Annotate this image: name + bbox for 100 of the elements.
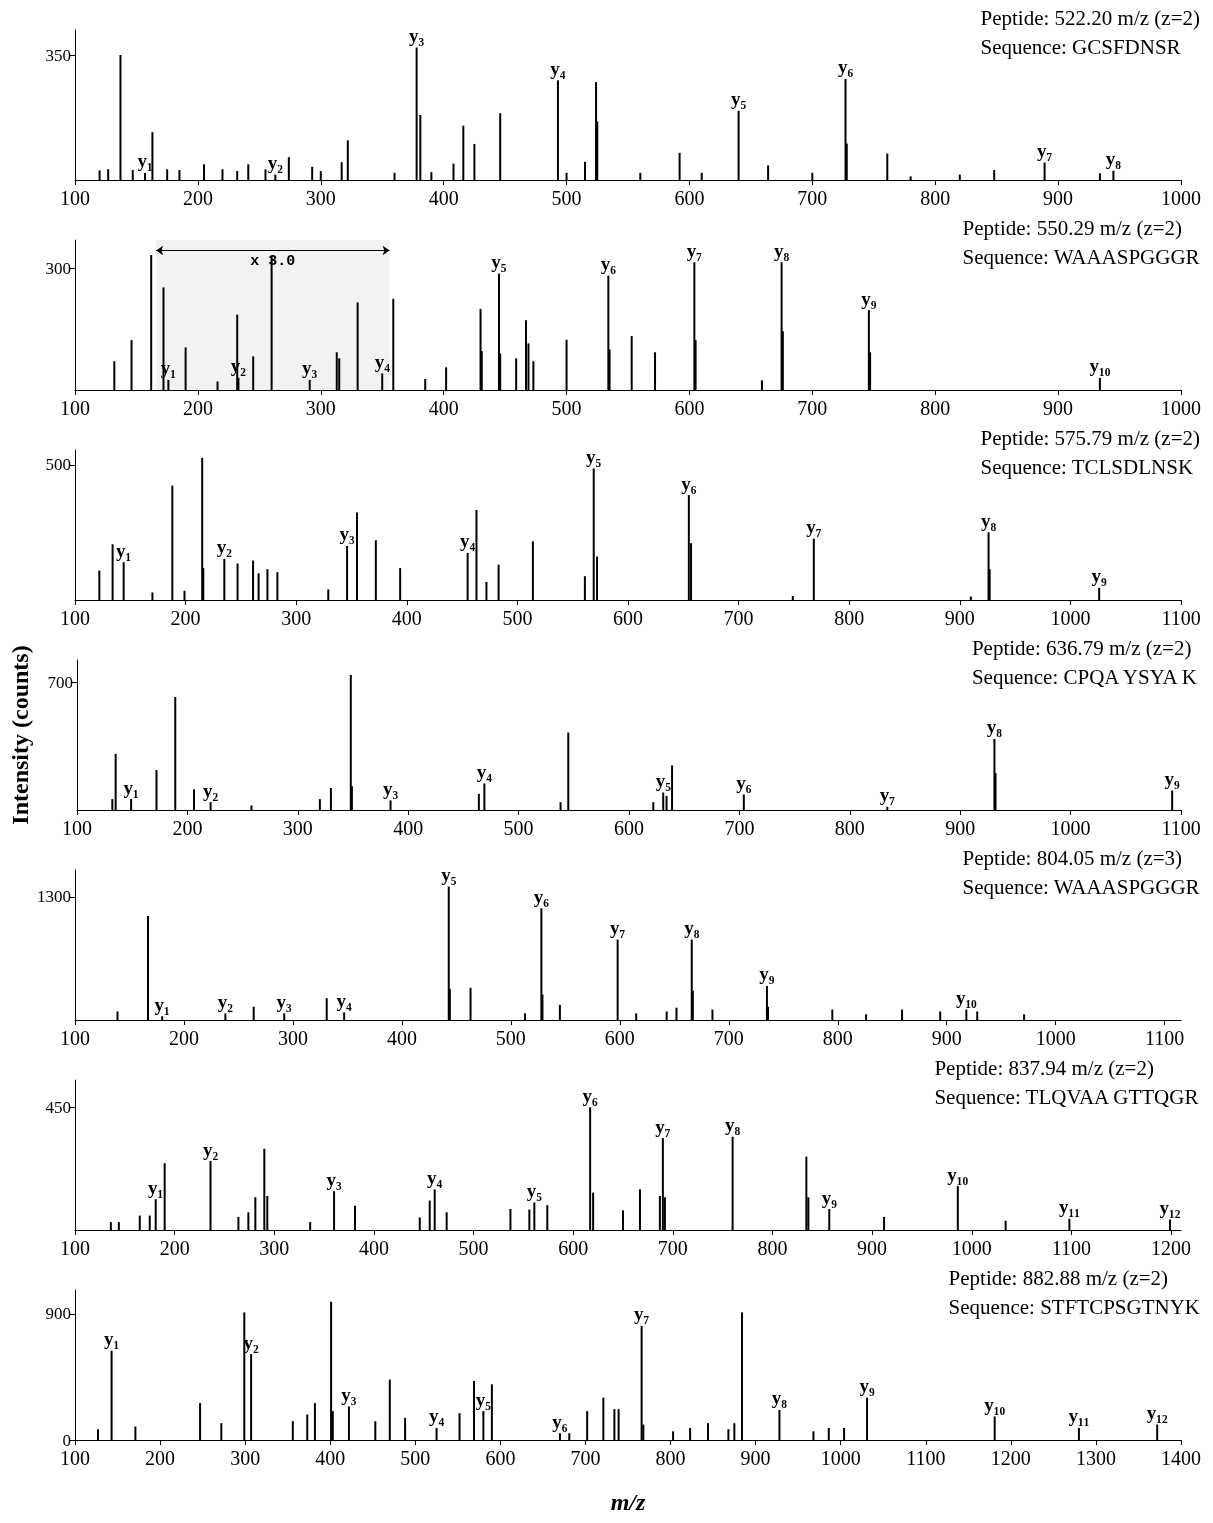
x-tick-label: 500 [551, 187, 582, 209]
x-tick-label: 1000 [1035, 1027, 1076, 1049]
annotation: y₅ [655, 770, 672, 792]
x-tick-label: 200 [170, 607, 201, 629]
annotation: y₃ [302, 357, 318, 379]
annotation: y₄ [427, 1166, 443, 1188]
x-tick-label: 100 [62, 817, 92, 839]
annotation: y₁₀ [1089, 355, 1111, 377]
x-tick-label: 900 [857, 1237, 888, 1259]
x-tick-label: 900 [1043, 397, 1074, 419]
y-tick-label: 450 [45, 1097, 71, 1117]
chart-subtitle: Sequence: GCSFDNSR [980, 34, 1181, 59]
annotation: y₁₁ [1058, 1196, 1080, 1218]
chart-title: Peptide: 522.20 m/z (z=2) [980, 5, 1201, 30]
x-tick-label: 700 [797, 397, 828, 419]
x-tick-label: 500 [495, 1027, 526, 1049]
chart-title: Peptide: 575.79 m/z (z=2) [980, 425, 1201, 450]
x-tick-label: 900 [740, 1447, 771, 1469]
x-tick-label: 800 [757, 1237, 788, 1259]
x-tick-label: 1100 [1161, 817, 1201, 839]
annotation: y₇ [686, 239, 703, 261]
y-tick-label: 700 [47, 673, 73, 693]
x-tick-label: 1400 [1161, 1447, 1201, 1469]
x-tick-label: 900 [944, 607, 975, 629]
annotation: y₉ [759, 963, 775, 985]
x-tick-label: 1200 [990, 1447, 1031, 1469]
annotation: y₁ [148, 1176, 164, 1198]
annotation: y₆ [600, 253, 617, 275]
annotation: y₇ [1036, 140, 1053, 161]
annotation: y₁₀ [955, 987, 978, 1009]
annotation: y₈ [986, 716, 1003, 738]
annotation: y₆ [681, 472, 697, 494]
x-tick-label: 400 [391, 607, 422, 629]
x-tick-label: 300 [282, 817, 313, 839]
y-tick-label: 350 [45, 45, 71, 65]
y-tick-label: 1300 [37, 887, 71, 907]
annotation: y₇ [655, 1115, 671, 1137]
annotation: y₈ [980, 509, 997, 531]
annotation: y₇ [806, 516, 822, 538]
x-tick-label: 600 [485, 1447, 516, 1469]
x-tick-label: 1000 [1050, 607, 1091, 629]
chart-subtitle: Sequence: WAAASPGGGR [962, 874, 1200, 899]
x-tick-label: 400 [393, 817, 424, 839]
annotation: y₃ [341, 1384, 357, 1405]
x-tick-label: 700 [723, 607, 754, 629]
annotation: y₈ [684, 917, 700, 939]
annotation: y₂ [216, 536, 233, 558]
annotation: y₂ [202, 779, 219, 801]
x-tick-label: 700 [570, 1447, 601, 1469]
x-tick-label: 200 [145, 1447, 176, 1469]
y-tick-label: 0 [62, 1430, 71, 1450]
chart-subtitle: Sequence: WAAASPGGGR [962, 244, 1200, 269]
x-tick-label: 200 [182, 187, 213, 209]
chart-title: Peptide: 882.88 m/z (z=2) [948, 1265, 1169, 1290]
x-tick-label: 300 [277, 1027, 308, 1049]
annotation: y₅ [491, 251, 507, 273]
x-tick-label: 800 [920, 397, 951, 419]
x-tick-label: 200 [168, 1027, 199, 1049]
x-tick-label: 500 [458, 1237, 489, 1259]
annotation: y₉ [1091, 565, 1108, 587]
x-tick-label: 500 [502, 607, 533, 629]
x-tick-label: 400 [428, 397, 459, 419]
annotation: y₃ [339, 523, 355, 545]
annotation: y₆ [736, 772, 752, 794]
annotation: y₁₀ [947, 1163, 969, 1185]
chart-subtitle: Sequence: CPQA YSYA K [971, 664, 1197, 689]
x-tick-label: 1000 [1161, 397, 1201, 419]
x-tick-label: 900 [931, 1027, 962, 1049]
chart-subtitle: Sequence: STFTCPSGTNYK [948, 1294, 1201, 1319]
annotation: y₁₂ [1146, 1402, 1168, 1424]
x-tick-label: 100 [60, 607, 90, 629]
chart-title: Peptide: 837.94 m/z (z=2) [934, 1055, 1154, 1080]
annotation: y₈ [771, 1387, 788, 1409]
x-tick-label: 500 [400, 1447, 431, 1469]
x-tick-label: 200 [172, 817, 203, 839]
annotation: y₇ [610, 917, 626, 939]
x-tick-label: 700 [724, 817, 755, 839]
annotation: y₈ [1105, 148, 1122, 170]
chart-title: Peptide: 804.05 m/z (z=3) [962, 845, 1183, 870]
annotation: y₃ [382, 777, 399, 799]
y-tick-label: 900 [45, 1304, 71, 1324]
y-tick-label: 300 [45, 258, 71, 278]
annotation: y₄ [460, 530, 476, 552]
annotation: y₆ [533, 885, 550, 907]
x-tick-label: 100 [60, 1447, 90, 1469]
x-tick-label: 200 [182, 397, 213, 419]
x-tick-label: 1100 [1051, 1237, 1092, 1259]
x-tick-label: 700 [657, 1237, 688, 1259]
annotation: y₇ [879, 784, 896, 806]
x-tick-label: 100 [60, 1027, 90, 1049]
annotation: y₂ [202, 1138, 219, 1160]
x-tick-label: 1000 [1161, 187, 1201, 209]
x-tick-label: 300 [230, 1447, 261, 1469]
x-tick-label: 1000 [951, 1237, 992, 1259]
x-tick-label: 100 [60, 397, 90, 419]
x-tick-label: 800 [920, 187, 951, 209]
x-tick-label: 600 [674, 187, 705, 209]
annotation: y₅ [475, 1388, 492, 1410]
chart-title: Peptide: 636.79 m/z (z=2) [971, 635, 1192, 660]
annotation: y₄ [476, 760, 493, 782]
